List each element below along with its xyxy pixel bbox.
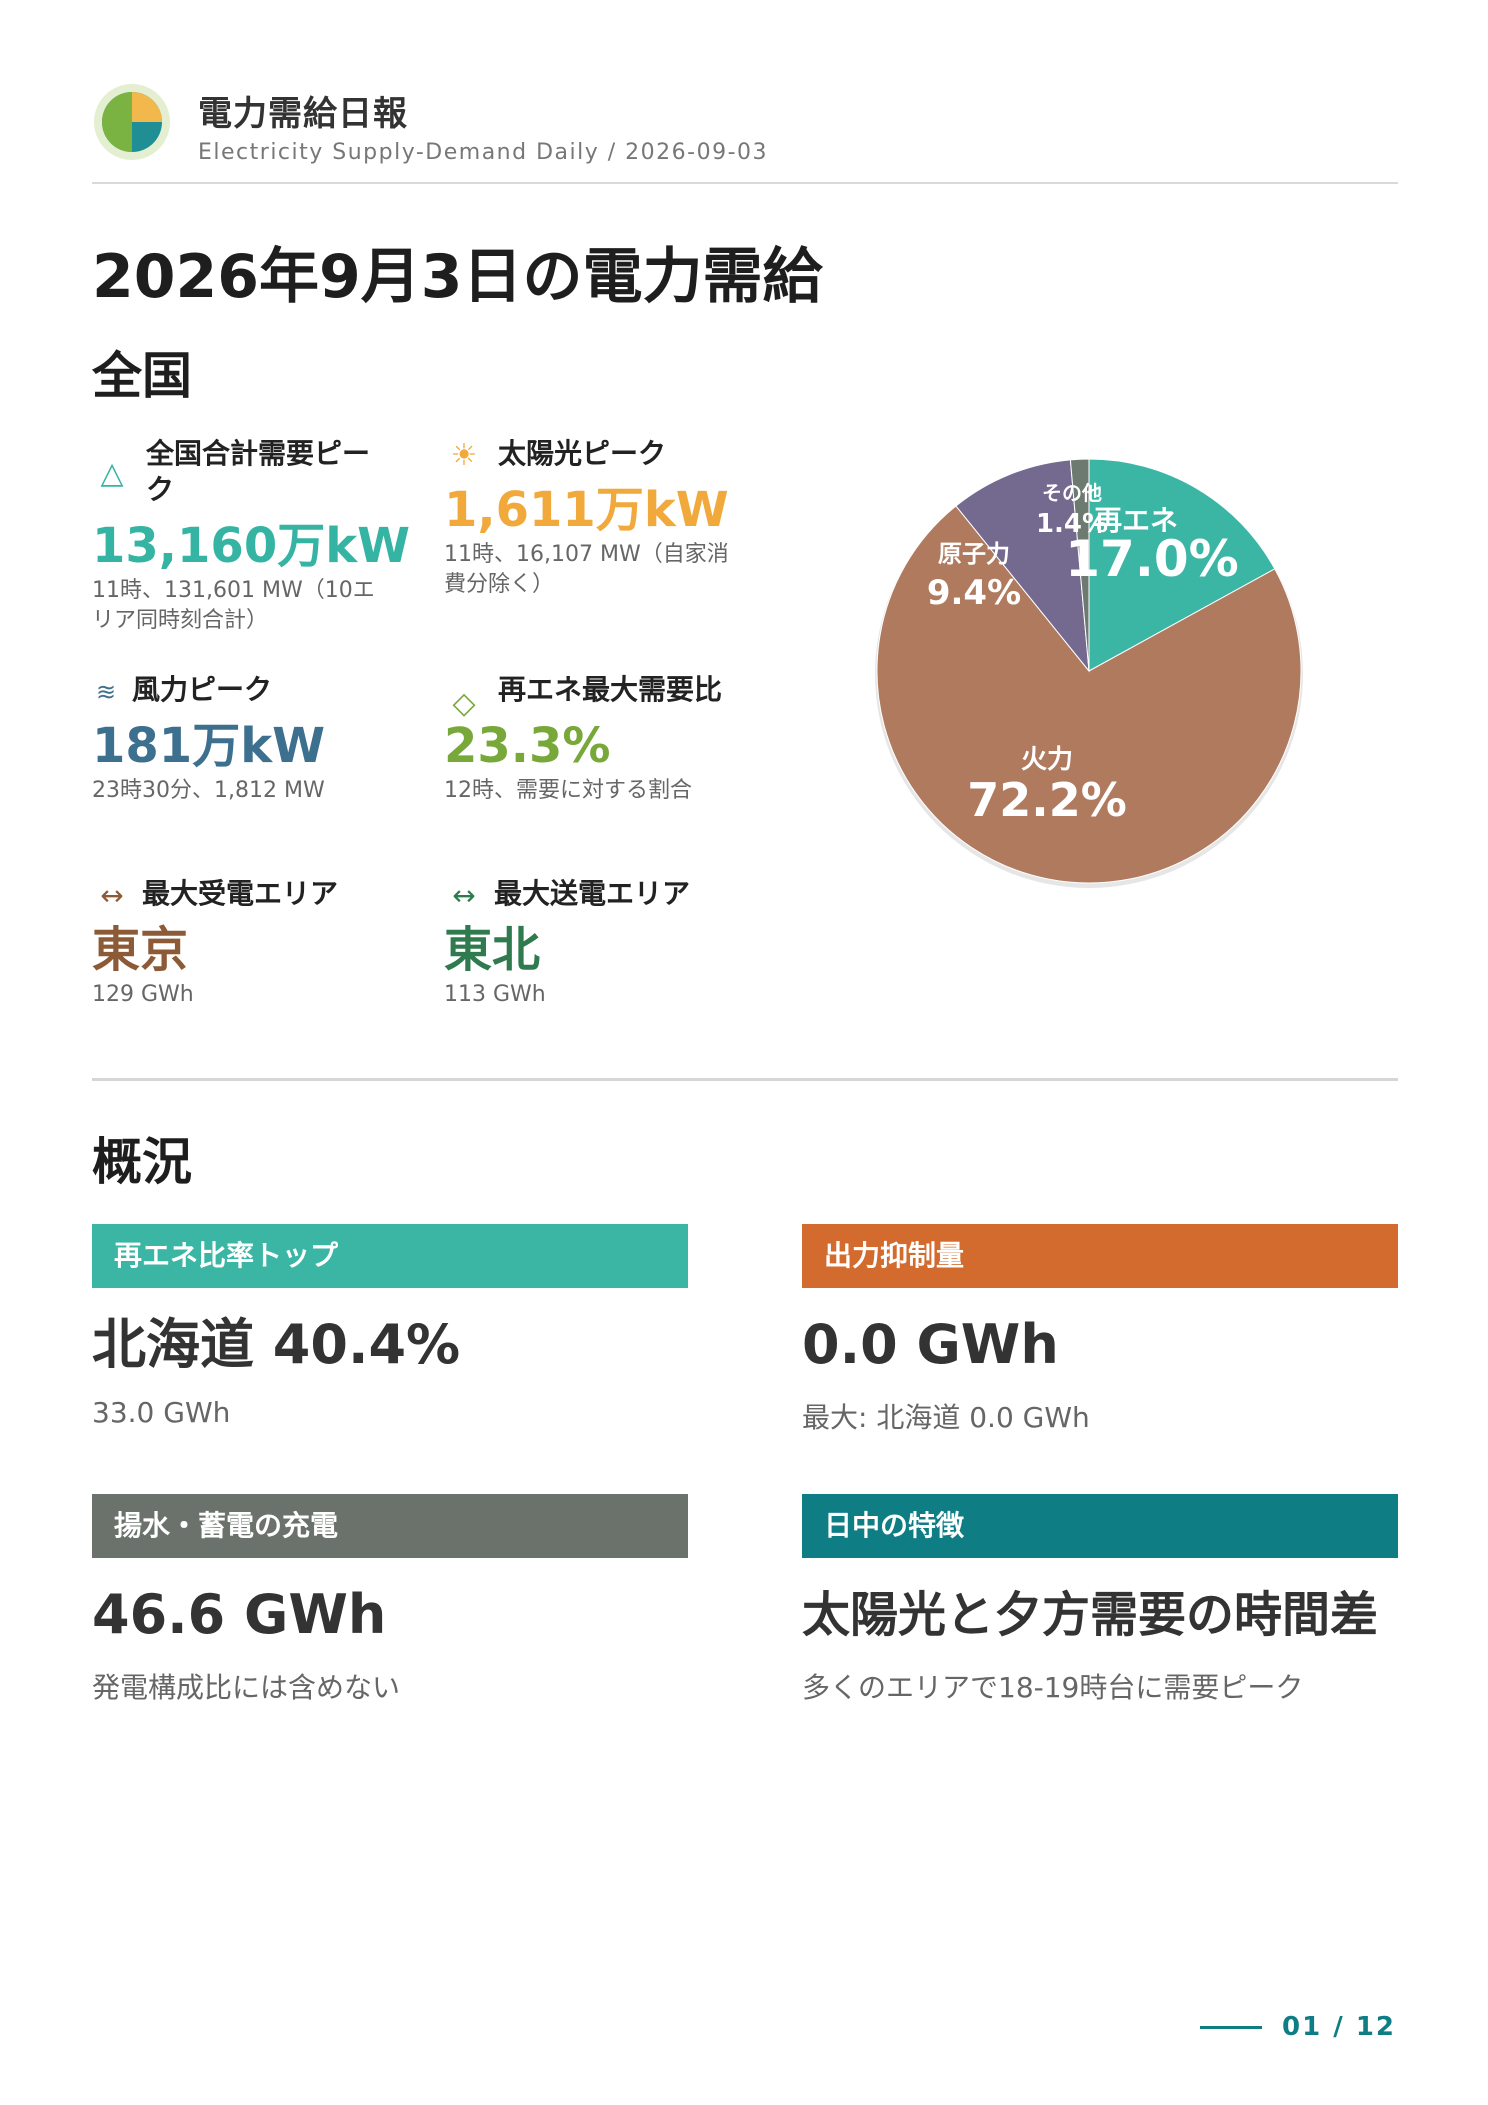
card-value: 0.0 GWh — [802, 1313, 1059, 1376]
metric-solar-peak: ☀ 太陽光ピーク 1,611万kW 11時、16,107 MW（自家消費分除く） — [444, 436, 744, 600]
metric-note: 11時、16,107 MW（自家消費分除く） — [444, 542, 729, 597]
card-title: 出力抑制量 — [802, 1224, 1398, 1288]
metric-value: 東京 — [92, 922, 189, 978]
card-note: 発電構成比には含めない — [92, 1671, 401, 1704]
pie-slice-value-label: 9.4% — [927, 573, 1021, 613]
arrows-icon: ↔ — [100, 879, 124, 912]
page-indicator: 01 / 12 — [1200, 2012, 1396, 2042]
report-header: 電力需給日報 Electricity Supply-Demand Daily /… — [92, 80, 1398, 184]
metric-note: 113 GWh — [444, 982, 546, 1007]
metric-wind-peak: ≋ 風力ピーク 181万kW 23時30分、1,812 MW — [92, 672, 392, 806]
wind-icon: ≋ — [95, 678, 117, 706]
metric-label: 全国合計需要ピーク — [146, 437, 371, 506]
page-number: 01 / 12 — [1282, 2012, 1396, 2042]
triangle-icon: △ — [100, 456, 124, 491]
section-divider — [92, 1078, 1398, 1081]
metric-max-receiving-area: ↔ 最大受電エリア 東京 129 GWh — [92, 876, 392, 1010]
metric-value: 東北 — [444, 922, 541, 978]
pie-slice-label: その他 — [1042, 481, 1102, 505]
page-title: 2026年9月3日の電力需給 — [92, 242, 823, 312]
metric-national-demand-peak: △ 全国合計需要ピーク 13,160万kW 11時、131,601 MW（10エ… — [92, 436, 411, 636]
metric-max-sending-area: ↔ 最大送電エリア 東北 113 GWh — [444, 876, 744, 1010]
metric-label: 最大受電エリア — [142, 877, 339, 910]
metric-label: 太陽光ピーク — [498, 437, 667, 470]
section-heading-national: 全国 — [92, 347, 192, 405]
card-note: 33.0 GWh — [92, 1396, 231, 1429]
metric-value: 23.3% — [444, 718, 611, 774]
pie-slice-label: 再エネ — [1094, 504, 1178, 537]
pie-slice — [1069, 458, 1090, 672]
logo-pie-icon — [94, 84, 170, 160]
page-indicator-line — [1200, 2025, 1263, 2029]
pie-slice-value-label: 72.2% — [967, 773, 1127, 827]
pie-slice — [1088, 458, 1276, 672]
metric-note: 12時、需要に対する割合 — [444, 778, 692, 803]
pie-slice-label: 原子力 — [938, 540, 1010, 568]
card-note: 最大: 北海道 0.0 GWh — [802, 1401, 1090, 1434]
card-value: 46.6 GWh — [92, 1583, 387, 1646]
header-title: 電力需給日報 — [198, 94, 408, 134]
metric-renewable-max-ratio: ◇ 再エネ最大需要比 23.3% 12時、需要に対する割合 — [444, 672, 744, 806]
overview-card-pumped-storage: 揚水・蓄電の充電 46.6 GWh 発電構成比には含めない — [92, 1494, 688, 1706]
metric-label: 再エネ最大需要比 — [498, 673, 723, 706]
pie-slice-value-label: 17.0% — [1065, 530, 1238, 588]
diamond-icon: ◇ — [452, 686, 476, 721]
card-title: 揚水・蓄電の充電 — [92, 1494, 688, 1558]
card-note: 多くのエリアで18-19時台に需要ピーク — [802, 1671, 1304, 1704]
metric-value: 13,160万kW — [92, 518, 411, 574]
overview-card-renewable-top: 再エネ比率トップ 北海道 40.4% 33.0 GWh — [92, 1224, 688, 1429]
pie-slice — [955, 459, 1090, 673]
metric-value: 181万kW — [92, 718, 326, 774]
metric-value: 1,611万kW — [444, 482, 729, 538]
header-subtitle: Electricity Supply-Demand Daily / 2026-0… — [198, 140, 769, 165]
arrows-icon: ↔ — [452, 879, 476, 912]
overview-card-curtailment: 出力抑制量 0.0 GWh 最大: 北海道 0.0 GWh — [802, 1224, 1398, 1436]
section-heading-overview: 概況 — [92, 1133, 192, 1191]
metric-label: 最大送電エリア — [494, 877, 691, 910]
metric-label: 風力ピーク — [132, 673, 273, 706]
card-value: 北海道 40.4% — [92, 1313, 461, 1376]
card-title: 日中の特徴 — [802, 1494, 1398, 1558]
overview-card-daytime-feature: 日中の特徴 太陽光と夕方需要の時間差 多くのエリアで18-19時台に需要ピーク — [802, 1494, 1398, 1706]
metric-note: 23時30分、1,812 MW — [92, 778, 325, 803]
sun-icon: ☀ — [450, 438, 478, 473]
pie-slice-value-label: 1.4% — [1036, 509, 1108, 539]
card-value: 太陽光と夕方需要の時間差 — [802, 1587, 1379, 1643]
pie-slice — [876, 505, 1302, 884]
metric-note: 11時、131,601 MW（10エリア同時刻合計） — [92, 578, 375, 633]
card-title: 再エネ比率トップ — [92, 1224, 688, 1288]
metric-note: 129 GWh — [92, 982, 194, 1007]
pie-slice-label: 火力 — [1021, 745, 1073, 775]
